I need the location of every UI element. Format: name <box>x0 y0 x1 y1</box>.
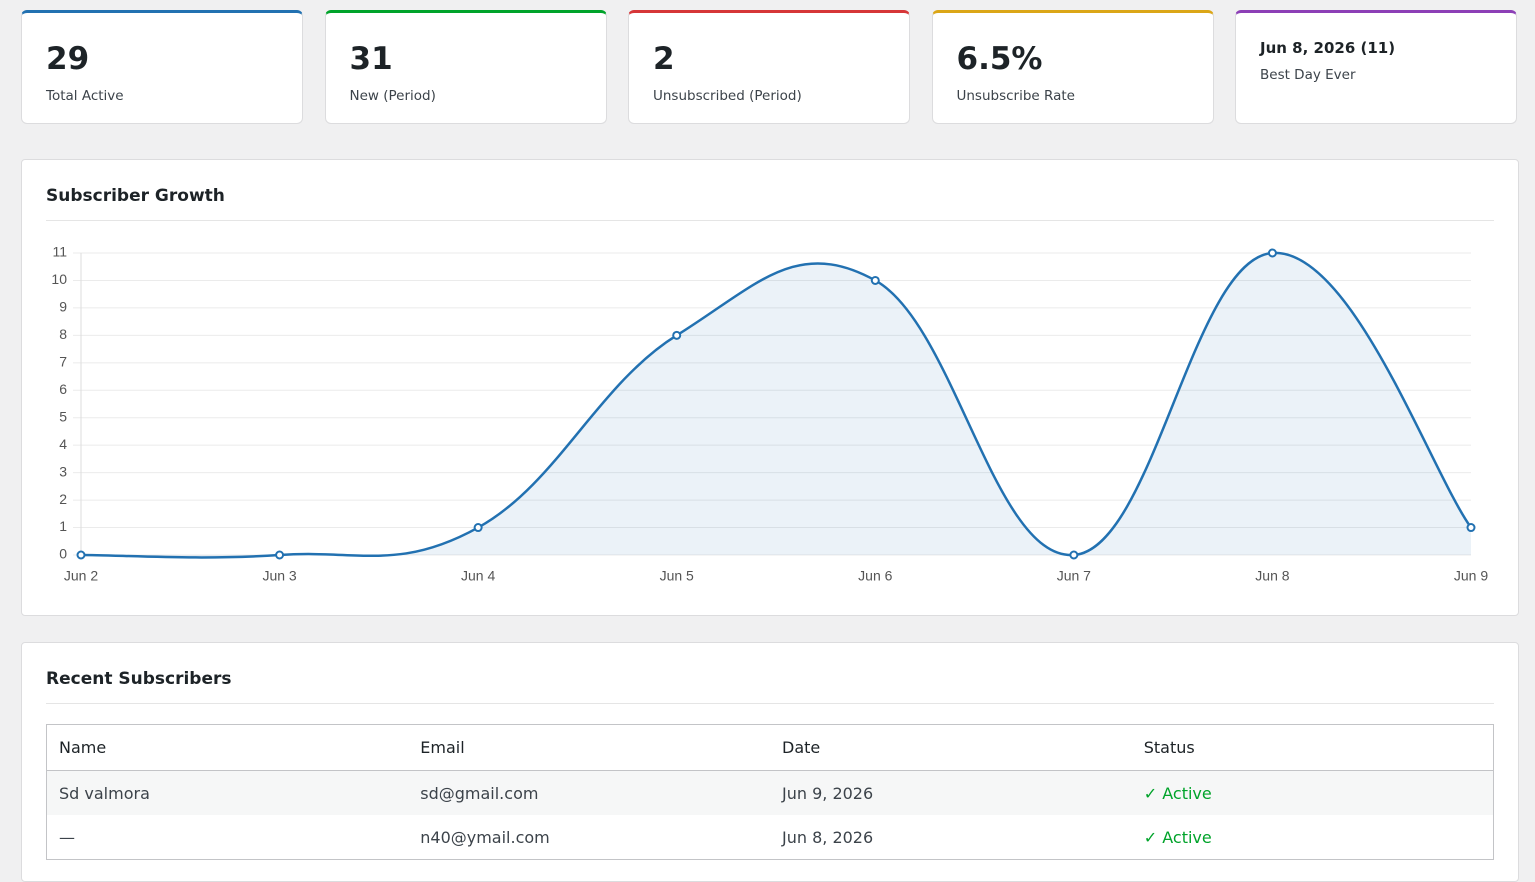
table-cell: Jun 8, 2026 <box>782 827 874 847</box>
stat-value: 31 <box>349 41 393 77</box>
stat-label: Total Active <box>46 88 124 104</box>
stat-value: 6.5% <box>956 41 1043 77</box>
table-panel: Recent Subscribers Name Email Date Status Sd… <box>21 642 1519 882</box>
y-tick-label: 9 <box>59 299 67 315</box>
point <box>1466 523 1476 533</box>
point <box>672 330 682 340</box>
x-tick-label: Jun 6 <box>858 568 892 584</box>
point <box>76 550 86 560</box>
y-tick-label: 7 <box>59 354 67 370</box>
divider <box>46 703 1494 704</box>
y-tick-label: 6 <box>59 381 67 397</box>
y-tick-label: 11 <box>52 244 67 260</box>
stat-label: Unsubscribed (Period) <box>653 88 802 104</box>
stat-card: 29 Total Active <box>21 10 303 124</box>
stat-value: Jun 8, 2026 (11) <box>1260 39 1396 57</box>
x-tick-label: Jun 9 <box>1454 568 1488 584</box>
status-cell: ✓ Active <box>1131 770 1494 815</box>
stat-label: Best Day Ever <box>1260 67 1356 83</box>
header-row: Name Email Date Status <box>46 724 1494 771</box>
table-cell: Jun 9, 2026 <box>770 770 1132 815</box>
table-cell: sd@gmail.com <box>408 770 770 815</box>
stat-value: 29 <box>46 41 90 77</box>
y-tick-label: 2 <box>59 491 67 507</box>
table-title: Recent Subscribers <box>46 669 232 689</box>
point <box>473 523 483 533</box>
y-tick-label: 1 <box>59 518 67 534</box>
point <box>275 550 285 560</box>
point <box>1069 550 1079 560</box>
table-cell: — <box>59 827 75 847</box>
subscribers-table: Name Email Date Status Sd valmora sd@gmail.co… <box>46 724 1494 860</box>
area-fill <box>81 252 1471 558</box>
chart-title: Subscriber Growth <box>46 186 225 206</box>
table-cell: Sd valmora <box>46 770 409 815</box>
chart-panel: Subscriber Growth 0 1 2 3 4 5 6 7 8 9 10 11 Jun 2 Jun… <box>21 159 1519 616</box>
y-tick-label: 8 <box>59 326 67 342</box>
column-header: Email <box>408 724 770 771</box>
column-header: Status <box>1131 724 1494 771</box>
y-tick-label: 5 <box>59 408 67 424</box>
stat-label: Unsubscribe Rate <box>956 88 1075 104</box>
x-tick-label: Jun 4 <box>461 568 495 584</box>
stat-value: 2 <box>653 41 675 77</box>
x-tick-label: Jun 2 <box>64 568 98 584</box>
point <box>1267 248 1277 258</box>
x-tick-label: Jun 3 <box>262 568 296 584</box>
column-header: Name <box>46 724 409 771</box>
table-cell: n40@ymail.com <box>420 827 550 847</box>
status-cell: ✓ Active <box>1143 827 1212 847</box>
stat-label: New (Period) <box>349 88 436 104</box>
point <box>870 275 880 285</box>
table-row: — n40@ymail.com Jun 8, 2026 ✓ Active <box>47 815 1494 860</box>
divider <box>46 220 1494 221</box>
stat-card: 6.5% Unsubscribe Rate <box>931 10 1214 124</box>
stat-card: 31 New (Period) <box>324 10 607 124</box>
y-tick-label: 4 <box>59 436 67 452</box>
line <box>80 251 1473 559</box>
stat-card: Jun 8, 2026 (11) Best Day Ever <box>1235 10 1517 124</box>
x-tick-label: Jun 5 <box>660 568 694 584</box>
column-header: Date <box>770 724 1132 771</box>
x-tick-label: Jun 7 <box>1057 568 1091 584</box>
y-tick-label: 0 <box>59 546 67 562</box>
chart: 0 1 2 3 4 5 6 7 8 9 10 11 Jun 2 Jun 3 Jun 4 Jun 5 Jun 6 J… <box>51 244 1488 584</box>
y-tick-label: 3 <box>59 463 67 479</box>
page: 29 Total Active 31 New (Period) 2 Unsubscribe… <box>21 10 1519 882</box>
table-row: Sd valmora sd@gmail.com Jun 9, 2026 ✓ Activ… <box>46 770 1494 815</box>
stat-card: 2 Unsubscribed (Period) <box>628 10 910 124</box>
y-tick-label: 10 <box>51 271 67 287</box>
x-tick-label: Jun 8 <box>1255 568 1289 584</box>
